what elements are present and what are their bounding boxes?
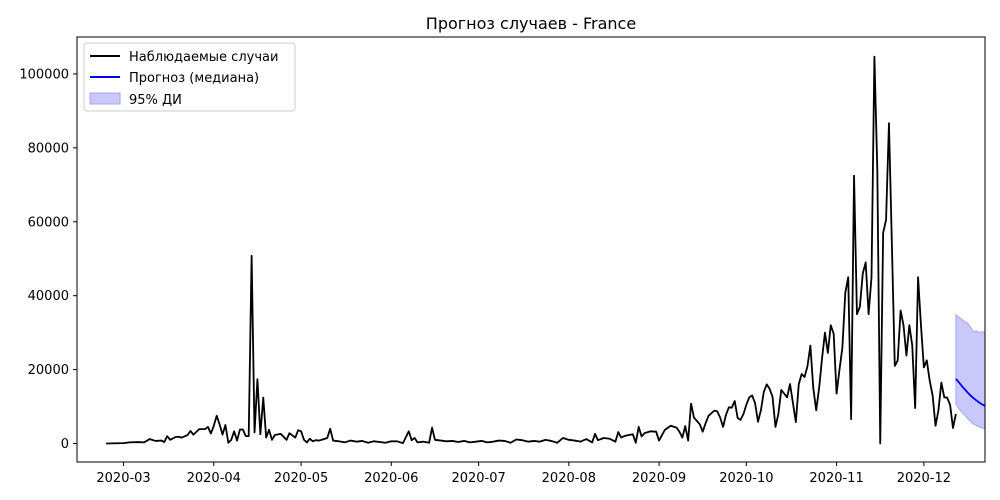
legend-box: [83, 42, 296, 112]
observed-cases-line: [106, 55, 957, 445]
plot-area: [106, 55, 986, 445]
legend-observed-label: Наблюдаемые случаи: [129, 50, 278, 65]
y-tick-label: 40000: [28, 289, 69, 304]
legend-ci-swatch: [89, 92, 121, 105]
x-tick-label: 2020-07: [451, 471, 505, 486]
y-tick-label: 0: [61, 437, 69, 452]
legend-forecast-label: Прогноз (медиана): [129, 71, 259, 86]
legend-ci-label: 95% ДИ: [129, 93, 182, 108]
y-tick-label: 20000: [28, 363, 69, 378]
x-tick-label: 2020-11: [809, 471, 863, 486]
x-tick-label: 2020-06: [364, 471, 418, 486]
forecast-median-line: [955, 378, 986, 407]
y-tick-label: 60000: [28, 215, 69, 230]
y-tick-label: 100000: [19, 67, 69, 82]
x-tick-label: 2020-10: [719, 471, 773, 486]
x-tick-label: 2020-04: [187, 471, 241, 486]
x-tick-label: 2020-09: [632, 471, 686, 486]
legend: Наблюдаемые случаи Прогноз (медиана) 95%…: [83, 42, 296, 112]
x-tick-label: 2020-03: [96, 471, 150, 486]
x-tick-label: 2020-12: [897, 471, 951, 486]
plot-frame: [76, 36, 986, 463]
y-tick-label: 80000: [28, 141, 69, 156]
chart-title: Прогноз случаев - France: [426, 14, 636, 33]
ci95-band: [955, 313, 986, 430]
x-tick-label: 2020-08: [542, 471, 596, 486]
x-tick-label: 2020-05: [274, 471, 328, 486]
axes: 2020-03 2020-04 2020-05 2020-06 2020-07 2020-…: [19, 67, 951, 486]
